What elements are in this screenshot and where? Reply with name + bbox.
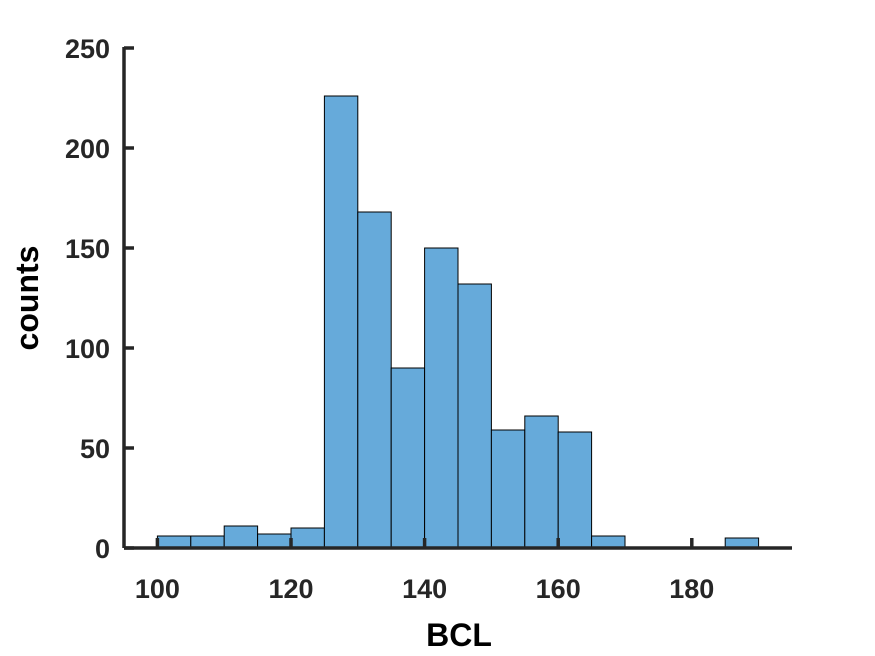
x-tick-label-120: 120 bbox=[268, 574, 313, 604]
histogram-bar-110-115 bbox=[223, 525, 259, 549]
histogram-bar-125-130 bbox=[323, 95, 359, 549]
x-tick-label-160: 160 bbox=[536, 574, 581, 604]
x-tick-label-140: 140 bbox=[402, 574, 447, 604]
histogram-bar-160-165 bbox=[557, 431, 593, 549]
y-ticks-group: 0 50 100 150 200 250 bbox=[65, 34, 134, 564]
histogram-bar-165-170 bbox=[591, 535, 626, 549]
y-tick-label-0: 0 bbox=[95, 534, 110, 564]
histogram-bar-130-135 bbox=[357, 211, 392, 549]
axes-group bbox=[122, 47, 792, 550]
histogram-bar-140-145 bbox=[424, 247, 459, 549]
histogram-bar-145-150 bbox=[457, 283, 492, 549]
x-axis-title: BCL bbox=[426, 617, 492, 653]
histogram-bar-150-155 bbox=[490, 429, 526, 549]
bars-group bbox=[156, 95, 760, 549]
x-tick-label-180: 180 bbox=[669, 574, 714, 604]
histogram-bar-105-110 bbox=[190, 535, 225, 549]
y-axis-title: counts bbox=[9, 246, 45, 351]
y-tick-label-100: 100 bbox=[65, 334, 110, 364]
histogram-bar-100-105 bbox=[156, 535, 192, 549]
x-ticks-group: 100 120 140 160 180 bbox=[135, 538, 714, 604]
histogram-bar-120-125 bbox=[290, 527, 325, 549]
histogram-bar-135-140 bbox=[390, 367, 426, 549]
y-tick-label-200: 200 bbox=[65, 134, 110, 164]
y-tick-label-250: 250 bbox=[65, 34, 110, 64]
y-tick-label-50: 50 bbox=[80, 434, 110, 464]
histogram-bar-155-160 bbox=[524, 415, 559, 549]
x-tick-label-100: 100 bbox=[135, 574, 180, 604]
histogram-bar-115-120 bbox=[257, 533, 292, 549]
y-tick-label-150: 150 bbox=[65, 234, 110, 264]
